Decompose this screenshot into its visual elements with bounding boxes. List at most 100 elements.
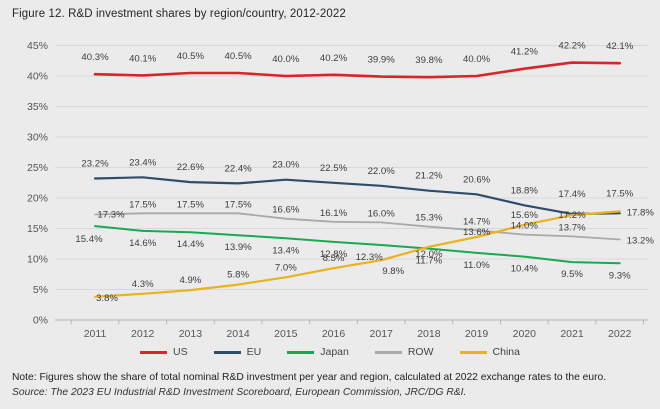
legend-swatch-China (459, 350, 487, 354)
data-label-Japan: 11.7% (416, 256, 443, 267)
legend-item-US: US (140, 346, 188, 358)
data-label-EU: 23.2% (81, 158, 109, 169)
data-label-EU: 23.0% (272, 160, 300, 171)
data-label-ROW: 17.5% (177, 199, 205, 210)
data-label-US: 40.1% (129, 53, 157, 64)
data-label-ROW: 17.5% (224, 199, 252, 210)
legend-label-ROW: ROW (407, 346, 434, 358)
data-label-China: 5.8% (227, 270, 249, 281)
x-axis-tick-label: 2016 (322, 328, 346, 340)
data-label-China: 8.5% (323, 253, 345, 264)
data-label-Japan: 13.9% (224, 242, 252, 253)
data-label-US: 40.5% (177, 51, 205, 62)
legend-label-EU: EU (246, 346, 262, 358)
y-axis-tick-label: 10% (27, 254, 48, 266)
series-labels-Japan: 15.4% 14.6% 14.4% 13.9% 13.4% 12.8% 12.3% 11.7%… (75, 234, 631, 281)
data-label-US: 42.2% (558, 41, 586, 52)
data-label-China: 4.3% (132, 279, 154, 290)
data-label-US: 40.5% (224, 51, 252, 62)
x-axis-tick-label: 2012 (131, 328, 155, 340)
y-axis-tick-label: 25% (27, 162, 48, 174)
data-label-US: 39.8% (415, 55, 443, 66)
y-axis-tick-label: 45% (27, 40, 48, 52)
data-label-US: 41.2% (511, 47, 539, 58)
legend-item-EU: EU (213, 346, 262, 358)
data-label-China: 12.0% (415, 249, 443, 260)
data-label-ROW: 14.7% (463, 216, 491, 227)
data-label-US: 40.0% (463, 54, 491, 65)
data-label-ROW: 13.2% (627, 235, 655, 246)
x-axis-tick-label: 2018 (417, 328, 441, 340)
y-axis-tick-label: 30% (27, 132, 48, 144)
data-label-US: 40.2% (320, 53, 348, 64)
line-chart: 0% 5% 10% 15% 20% 25% 30% 35% 40% 45% 2011 2012 2013… (27, 40, 654, 340)
legend-label-Japan: Japan (320, 346, 349, 358)
data-label-US: 40.0% (272, 54, 300, 65)
data-label-ROW: 17.3% (97, 209, 125, 220)
legend-swatch-ROW (374, 350, 402, 354)
data-label-EU: 21.2% (415, 171, 443, 182)
x-axis-tick-label: 2021 (560, 328, 584, 340)
data-label-Japan: 15.4% (75, 234, 103, 245)
data-label-ROW: 13.7% (558, 222, 586, 233)
data-label-EU: 17.4% (558, 189, 586, 200)
series-labels-EU: 23.2% 23.4% 22.6% 22.4% 23.0% 22.5% 22.0% 21.2%… (81, 157, 633, 200)
x-axis-tick-label: 2013 (179, 328, 203, 340)
data-label-Japan: 9.3% (609, 270, 631, 281)
chart-line-ROW (94, 212, 621, 241)
x-axis-tick-label: 2015 (274, 328, 298, 340)
data-label-ROW: 17.5% (129, 199, 157, 210)
legend-label-US: US (173, 346, 188, 358)
data-label-Japan: 12.3% (356, 252, 384, 263)
y-axis-tick-label: 35% (27, 101, 48, 113)
data-label-Japan: 12.8% (320, 249, 348, 260)
y-axis-tick-label: 0% (33, 315, 48, 327)
y-axis-tick-label: 20% (27, 193, 48, 205)
source-text: Source: The 2023 EU Industrial R&D Inves… (12, 387, 467, 398)
data-label-Japan: 11.0% (463, 260, 490, 271)
data-label-ROW: 16.1% (320, 208, 348, 219)
data-label-Japan: 14.6% (129, 238, 157, 249)
data-label-China: 15.6% (511, 210, 539, 221)
legend-swatch-EU (213, 350, 241, 354)
data-label-China: 4.9% (179, 275, 201, 286)
legend-item-ROW: ROW (374, 346, 434, 358)
data-label-EU: 20.6% (463, 174, 491, 185)
data-label-China: 3.8% (96, 293, 118, 304)
data-label-China: 13.6% (463, 227, 491, 238)
data-label-EU: 22.0% (368, 166, 396, 177)
data-label-ROW: 16.6% (272, 205, 300, 216)
chart-line-China (93, 210, 621, 298)
data-label-Japan: 10.4% (511, 264, 539, 275)
y-axis-tick-label: 15% (27, 223, 48, 235)
data-label-ROW: 15.3% (415, 213, 443, 224)
series-labels-US: 40.3% 40.1% 40.5% 40.5% 40.0% 40.2% 39.9% 39.8%… (81, 41, 633, 67)
data-label-Japan: 14.4% (177, 239, 205, 250)
x-axis-tick-label: 2011 (84, 328, 107, 340)
data-label-EU: 22.5% (320, 163, 348, 174)
data-label-US: 42.1% (606, 41, 634, 52)
note-text: Note: Figures show the share of total no… (12, 372, 607, 383)
y-axis-tick-label: 40% (27, 71, 48, 83)
chart-title: Figure 12. R&D investment shares by regi… (12, 8, 346, 20)
data-label-US: 40.3% (81, 52, 109, 63)
data-label-EU: 18.8% (511, 185, 539, 196)
chart-legend: US EU Japan ROW China (0, 346, 660, 358)
y-axis-tick-label: 5% (33, 284, 48, 296)
series-labels-China: 3.8% 4.3% 4.9% 5.8% 7.0% 8.5% 9.8% 12.0% 13.6% 15… (96, 207, 654, 303)
chart-line-US (93, 61, 622, 79)
x-axis-tick-label: 2014 (226, 328, 250, 340)
data-label-EU: 23.4% (129, 157, 157, 168)
data-label-ROW: 16.0% (368, 208, 396, 219)
data-label-EU: 22.6% (177, 162, 205, 173)
data-label-Japan: 9.5% (561, 269, 583, 280)
legend-swatch-US (140, 350, 168, 354)
legend-label-China: China (492, 346, 520, 358)
x-axis-tick-label: 2017 (370, 328, 394, 340)
data-label-US: 39.9% (368, 55, 396, 66)
data-label-China: 17.8% (627, 207, 655, 218)
x-axis-tick-label: 2019 (465, 328, 489, 340)
data-label-EU: 17.5% (606, 188, 634, 199)
data-label-China: 9.8% (382, 266, 404, 277)
series-labels-ROW: 17.3% 17.5% 17.5% 17.5% 16.6% 16.1% 16.0% 15.3%… (97, 199, 654, 246)
